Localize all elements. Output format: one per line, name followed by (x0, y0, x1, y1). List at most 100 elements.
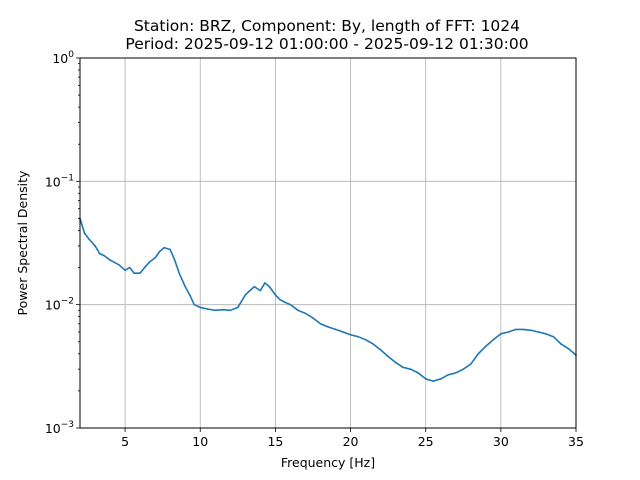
psd-data-point (283, 301, 286, 303)
psd-data-point (485, 345, 487, 348)
y-tick-label: 10−3 (45, 420, 74, 436)
psd-data-point (417, 372, 419, 374)
x-tick-label: 20 (343, 434, 359, 449)
psd-data-point (163, 246, 165, 249)
psd-data-point (249, 289, 251, 292)
psd-data-point (552, 335, 555, 338)
psd-data-point (154, 256, 156, 259)
y-axis-label: Power Spectral Density (15, 170, 30, 315)
psd-data-point (143, 266, 146, 269)
plot-frame (79, 57, 577, 429)
x-tick-label: 5 (121, 434, 129, 449)
y-tick-label: 10−2 (45, 297, 74, 313)
psd-data-point (103, 254, 105, 257)
x-tick-label: 35 (568, 434, 584, 449)
psd-data-point (409, 368, 412, 370)
psd-data-point (507, 331, 510, 333)
y-tick-label-base: 10 (45, 298, 61, 313)
x-axis-label: Frequency [Hz] (281, 455, 375, 470)
psd-data-point (244, 294, 247, 296)
psd-data-point (83, 232, 86, 234)
x-tick-label: 25 (418, 434, 434, 449)
psd-data-point (462, 368, 465, 370)
psd-data-point (184, 285, 187, 288)
psd-data-point (199, 306, 202, 309)
psd-data-point (214, 309, 217, 312)
psd-data-point (264, 282, 266, 284)
psd-data-point (118, 264, 120, 266)
psd-data-point (128, 266, 131, 269)
psd-data-point (500, 333, 502, 335)
chart-subtitle: Period: 2025-09-12 01:00:00 - 2025-09-12… (125, 35, 528, 53)
psd-data-point (327, 326, 329, 328)
x-tick-label: 10 (192, 434, 208, 449)
psd-data-point (447, 373, 450, 376)
psd-data-point (124, 269, 126, 272)
psd-data-point (469, 363, 472, 365)
psd-data-point (169, 248, 171, 251)
psd-data-point (297, 309, 299, 312)
psd-data-point (268, 285, 271, 288)
psd-data-point (229, 309, 232, 312)
psd-data-point (364, 338, 367, 341)
psd-data-point (193, 303, 196, 306)
y-tick-label-exponent: −2 (61, 297, 74, 307)
y-tick-label-base: 10 (52, 51, 68, 66)
y-tick-label-base: 10 (45, 174, 61, 189)
psd-data-point (94, 245, 96, 247)
psd-data-point (237, 306, 239, 309)
x-tick-label: 15 (267, 434, 283, 449)
psd-data-point (113, 261, 116, 264)
psd-data-point (522, 328, 525, 331)
psd-data-point (88, 238, 90, 240)
psd-data-point (158, 250, 161, 253)
psd-data-point (530, 329, 532, 332)
y-tick-label: 10−1 (45, 173, 74, 189)
psd-data-point (537, 331, 540, 333)
psd-data-point (379, 349, 382, 351)
psd-data-point (432, 380, 435, 382)
psd-data-point (394, 361, 397, 364)
psd-data-point (133, 272, 135, 274)
psd-data-point (545, 333, 547, 335)
psd-data-point (334, 328, 337, 331)
psd-data-point (178, 272, 180, 274)
chart-title: Station: BRZ, Component: By, length of F… (134, 17, 520, 35)
series-layer (79, 217, 577, 382)
psd-data-point (173, 259, 176, 261)
psd-data-point (312, 317, 314, 319)
y-tick-label-exponent: −1 (61, 173, 74, 183)
psd-data-point (206, 308, 209, 310)
psd-data-point (492, 338, 495, 341)
psd-data-point (279, 298, 281, 301)
x-tick-label: 30 (493, 434, 509, 449)
psd-data-point (477, 352, 480, 355)
psd-data-point (139, 272, 141, 274)
psd-data-point (560, 343, 562, 345)
psd-data-point (454, 372, 457, 374)
psd-data-point (274, 294, 277, 296)
psd-data-point (304, 312, 307, 315)
y-tick-label-exponent: −3 (61, 420, 74, 430)
psd-data-point (148, 261, 150, 264)
psd-data-point (109, 259, 111, 261)
psd-data-point (567, 347, 570, 350)
psd-data-point (221, 308, 224, 311)
psd-data-point (357, 335, 359, 338)
psd-data-point (515, 328, 517, 331)
psd-data-point (342, 331, 344, 333)
psd-data-point (98, 252, 101, 255)
psd-data-point (372, 343, 374, 345)
psd-data-point (387, 355, 389, 358)
y-tick-label: 100 (52, 50, 74, 66)
psd-data-point (259, 289, 262, 292)
psd-data-point (253, 285, 256, 288)
psd-data-point (439, 378, 442, 380)
y-tick-label-base: 10 (45, 421, 61, 436)
psd-data-point (319, 322, 322, 325)
psd-data-point (349, 333, 352, 336)
psd-data-point (289, 303, 292, 306)
psd-data-point (424, 378, 427, 380)
